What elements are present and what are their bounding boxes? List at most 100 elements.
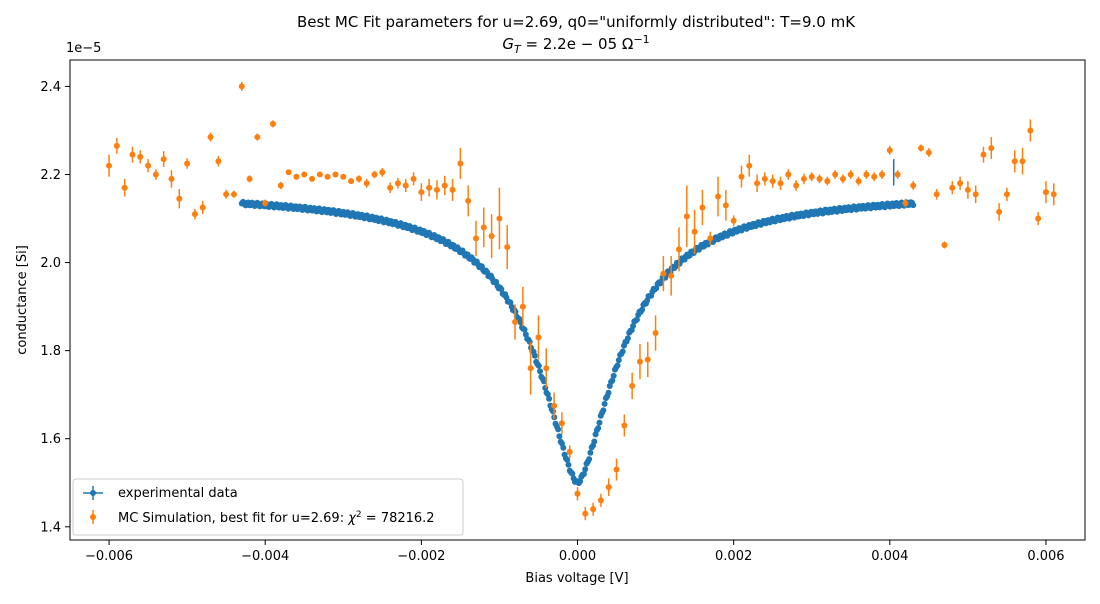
legend: experimental data MC Simulation, best fi… bbox=[72, 478, 464, 536]
mc-point bbox=[824, 178, 831, 185]
y-tick-label: 1.8 bbox=[40, 344, 61, 359]
mc-point bbox=[543, 365, 550, 372]
mc-point bbox=[980, 151, 987, 158]
mc-point bbox=[371, 171, 378, 178]
experimental-point bbox=[609, 377, 616, 384]
mc-point bbox=[949, 184, 956, 191]
legend-box bbox=[72, 478, 464, 536]
mc-point bbox=[480, 224, 487, 231]
mc-point bbox=[316, 171, 323, 178]
mc-point bbox=[332, 171, 339, 178]
mc-point bbox=[683, 213, 690, 220]
mc-point bbox=[777, 180, 784, 187]
mc-point bbox=[910, 182, 917, 189]
mc-point bbox=[582, 510, 589, 517]
mc-point bbox=[925, 149, 932, 156]
mc-point bbox=[160, 156, 167, 163]
mc-point bbox=[1019, 158, 1026, 165]
experimental-point bbox=[633, 316, 640, 323]
mc-point bbox=[839, 175, 846, 182]
mc-point bbox=[230, 191, 237, 198]
mc-point bbox=[301, 171, 308, 178]
legend-mc-sup: 2 bbox=[356, 510, 362, 520]
mc-point bbox=[941, 241, 948, 248]
mc-point bbox=[1035, 215, 1042, 222]
mc-point bbox=[964, 186, 971, 193]
experimental-point bbox=[582, 466, 589, 473]
mc-point bbox=[512, 319, 519, 326]
mc-point bbox=[996, 208, 1003, 215]
mc-point bbox=[902, 200, 909, 207]
experimental-point bbox=[610, 372, 617, 379]
mc-point bbox=[800, 175, 807, 182]
mc-point bbox=[449, 186, 456, 193]
legend-marker-experimental bbox=[83, 486, 103, 500]
experimental-point bbox=[624, 335, 631, 342]
mc-point bbox=[238, 83, 245, 90]
experimental-point bbox=[596, 419, 603, 426]
experimental-point bbox=[560, 444, 567, 451]
mc-point bbox=[785, 171, 792, 178]
mc-point bbox=[348, 178, 355, 185]
x-tick-label: −0.004 bbox=[241, 549, 289, 564]
experimental-point bbox=[531, 352, 538, 359]
mc-point bbox=[629, 382, 636, 389]
experimental-point bbox=[595, 425, 602, 432]
y-offset-label: 1e−5 bbox=[66, 41, 101, 56]
mc-point bbox=[894, 171, 901, 178]
experimental-point bbox=[586, 456, 593, 463]
experimental-point bbox=[587, 449, 594, 456]
experimental-point bbox=[614, 362, 621, 369]
mc-point bbox=[1042, 189, 1049, 196]
series-experimental bbox=[238, 159, 917, 487]
mc-point bbox=[871, 173, 878, 180]
x-tick-label: −0.006 bbox=[85, 549, 133, 564]
experimental-point bbox=[555, 426, 562, 433]
mc-point bbox=[394, 180, 401, 187]
mc-point bbox=[137, 153, 144, 160]
experimental-point bbox=[526, 338, 533, 345]
mc-point bbox=[636, 358, 643, 365]
experimental-point bbox=[546, 395, 553, 402]
mc-point bbox=[191, 211, 198, 218]
legend-mc-text: MC Simulation, best fit for u=2.69: bbox=[118, 511, 348, 526]
mc-point bbox=[293, 173, 300, 180]
mc-point bbox=[613, 466, 620, 473]
mc-point bbox=[597, 497, 604, 504]
mc-point bbox=[754, 180, 761, 187]
mc-point bbox=[285, 169, 292, 176]
experimental-point bbox=[540, 378, 547, 385]
mc-point bbox=[340, 173, 347, 180]
mc-point bbox=[504, 244, 511, 251]
mc-point bbox=[215, 158, 222, 165]
mc-point bbox=[621, 422, 628, 429]
x-tick-label: 0.004 bbox=[871, 549, 908, 564]
mc-point bbox=[761, 175, 768, 182]
mc-point bbox=[496, 215, 503, 222]
mc-point bbox=[847, 171, 854, 178]
mc-point bbox=[668, 272, 675, 279]
mc-point bbox=[410, 175, 417, 182]
x-tick-label: −0.002 bbox=[397, 549, 445, 564]
experimental-point bbox=[619, 348, 626, 355]
mc-point bbox=[652, 330, 659, 337]
x-axis: −0.006 −0.004 −0.002 0.000 0.002 0.004 0.006 bbox=[85, 540, 1065, 564]
mc-point bbox=[957, 180, 964, 187]
mc-point bbox=[988, 145, 995, 152]
mc-point bbox=[355, 175, 362, 182]
experimental-point bbox=[521, 326, 528, 333]
mc-point bbox=[855, 178, 862, 185]
mc-point bbox=[176, 195, 183, 202]
y-tick-label: 1.6 bbox=[40, 432, 61, 447]
experimental-point bbox=[535, 362, 542, 369]
mc-point bbox=[324, 173, 331, 180]
experimental-point bbox=[564, 456, 571, 463]
mc-point bbox=[152, 171, 159, 178]
mc-point bbox=[793, 182, 800, 189]
mc-point bbox=[644, 356, 651, 363]
mc-point bbox=[519, 303, 526, 310]
mc-point bbox=[426, 184, 433, 191]
mc-point bbox=[566, 448, 573, 455]
mc-point bbox=[972, 191, 979, 198]
mc-point bbox=[558, 420, 565, 427]
